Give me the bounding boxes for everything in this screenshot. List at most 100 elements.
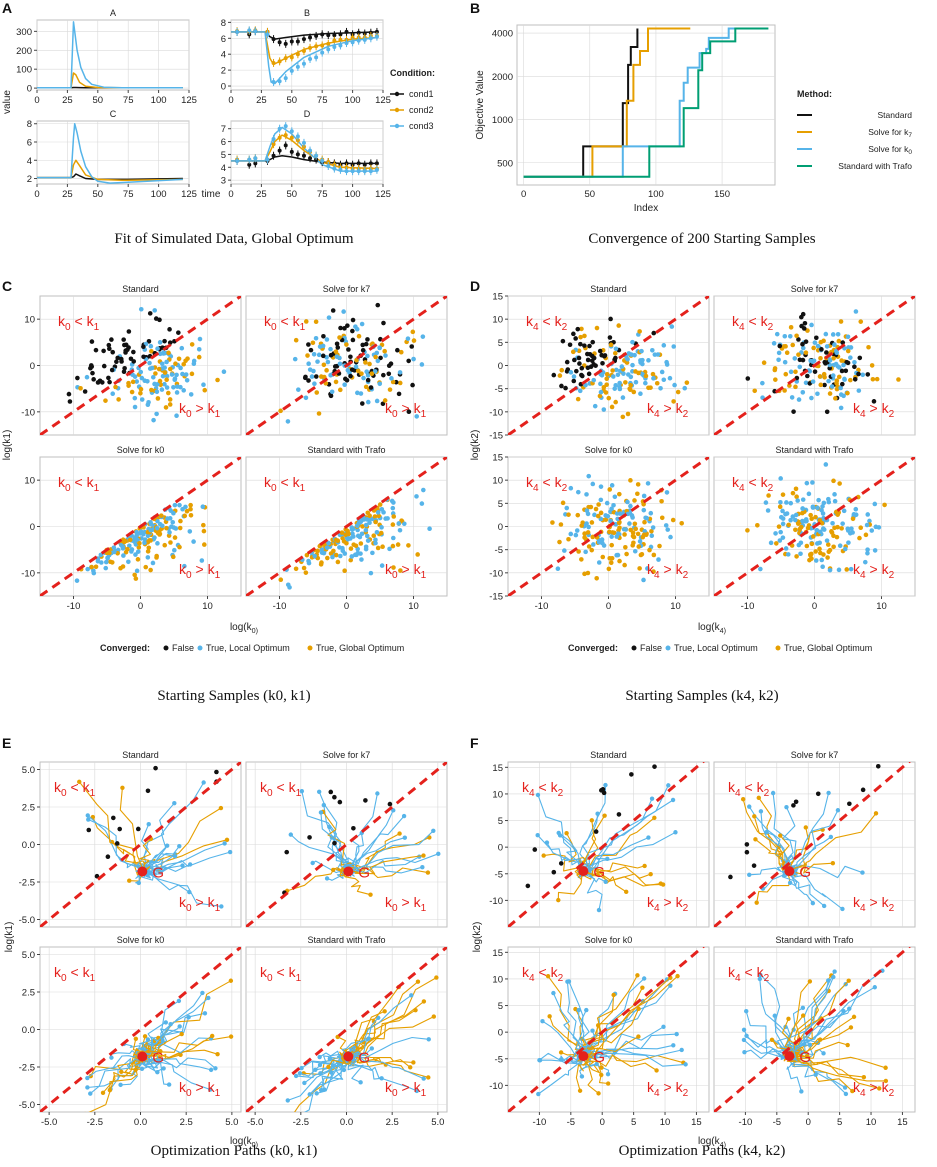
scatter-point [776, 350, 782, 356]
global-optimum-label: G [593, 864, 605, 881]
facet-title: Standard with Trafo [775, 445, 853, 455]
scatter-point [610, 374, 616, 379]
scatter-point [89, 564, 94, 570]
unconverged-point [815, 791, 821, 797]
x-tick-label: 0 [344, 601, 349, 612]
scatter-point [847, 530, 853, 536]
scatter-point [93, 564, 99, 570]
scatter-point [651, 569, 656, 574]
unconverged-point [652, 764, 657, 769]
scatter-point [330, 554, 335, 560]
scatter-point [626, 351, 632, 356]
y-tick-label: 15 [492, 453, 503, 464]
x-tick-label: -5.0 [41, 1117, 57, 1128]
series-line [523, 27, 691, 178]
scatter-point [148, 538, 153, 543]
path-start-point [641, 976, 647, 981]
facet-title: Standard with Trafo [307, 935, 385, 945]
scatter-point [359, 371, 364, 376]
scatter-point [809, 395, 814, 401]
unconverged-point [532, 847, 538, 852]
y-axis-label: log(k2) [472, 922, 483, 953]
scatter-point [794, 494, 799, 500]
scatter-point [804, 480, 810, 486]
scatter-point [377, 502, 383, 507]
global-optimum-marker [137, 866, 148, 877]
scatter-point [625, 372, 631, 377]
scatter-point [302, 375, 308, 381]
scatter-point [796, 397, 802, 402]
data-point-cond3 [271, 137, 276, 141]
scatter-point [836, 567, 842, 573]
diagonal-line [40, 457, 241, 596]
scatter-point [360, 348, 366, 353]
path-start-point [286, 1119, 290, 1123]
scatter-point [155, 541, 160, 546]
scatter-point [583, 549, 588, 555]
path-start-point [851, 1014, 857, 1020]
scatter-point [576, 355, 582, 361]
plot-area [37, 122, 183, 184]
y-tick-label: 10 [24, 476, 35, 487]
path-start-point [168, 1021, 173, 1027]
path-start-point [535, 833, 540, 838]
scatter-point [604, 376, 610, 382]
scatter-point [159, 513, 164, 518]
scatter-point [159, 523, 165, 529]
scatter-point [346, 347, 351, 352]
plot-area [714, 947, 912, 1112]
facet-title: Solve for k0 [585, 935, 633, 945]
scatter-point [844, 359, 849, 365]
scatter-point [609, 404, 615, 410]
scatter-point [585, 357, 591, 363]
scatter-point [178, 518, 183, 524]
path-start-point [326, 1064, 331, 1070]
scatter-point [635, 482, 641, 487]
scatter-point [787, 334, 793, 339]
facet-strip [231, 107, 383, 121]
plot-area [37, 21, 183, 89]
scatter-point [586, 544, 592, 549]
path-start-point [636, 1006, 641, 1012]
diagonal-line [40, 762, 241, 927]
data-point-cond1 [332, 33, 337, 38]
scatter-point [829, 384, 835, 389]
scatter-point [189, 371, 195, 377]
path-start-point [161, 1066, 166, 1071]
x-tick-label: 150 [714, 189, 730, 200]
region-label-lower: k4 > k2 [647, 894, 689, 914]
optimization-path [119, 787, 151, 874]
unconverged-point [860, 787, 866, 793]
scatter-point [358, 391, 364, 396]
scatter-point [221, 369, 227, 375]
data-point-cond2 [350, 35, 355, 40]
scatter-point [150, 560, 156, 566]
y-tick-label: -2.5 [19, 1063, 35, 1074]
scatter-point [669, 324, 675, 329]
scatter-point [398, 349, 404, 355]
scatter-point [590, 339, 596, 345]
scatter-point [874, 376, 880, 382]
scatter-point [832, 492, 837, 497]
scatter-point [359, 321, 365, 327]
scatter-point [127, 543, 132, 549]
scatter-point [593, 506, 599, 512]
scatter-point [350, 337, 356, 343]
scatter-point [864, 522, 870, 528]
region-label-upper: k0 < k1 [264, 474, 306, 494]
path-start-point [753, 837, 758, 842]
path-start-point [85, 1085, 90, 1090]
plot-area [40, 457, 241, 596]
global-optimum-label: G [358, 865, 370, 882]
path-start-point [744, 1033, 749, 1038]
panel-letter-f: F [470, 735, 479, 751]
legend-key-point [307, 645, 313, 651]
path-start-point [564, 831, 569, 836]
y-tick-label: 0 [498, 1028, 503, 1039]
data-point-cond1 [362, 162, 367, 167]
path-start-point [375, 791, 380, 796]
scatter-point [628, 503, 633, 509]
y-tick-label: 0 [498, 522, 503, 533]
x-tick-label: -10 [273, 601, 287, 612]
